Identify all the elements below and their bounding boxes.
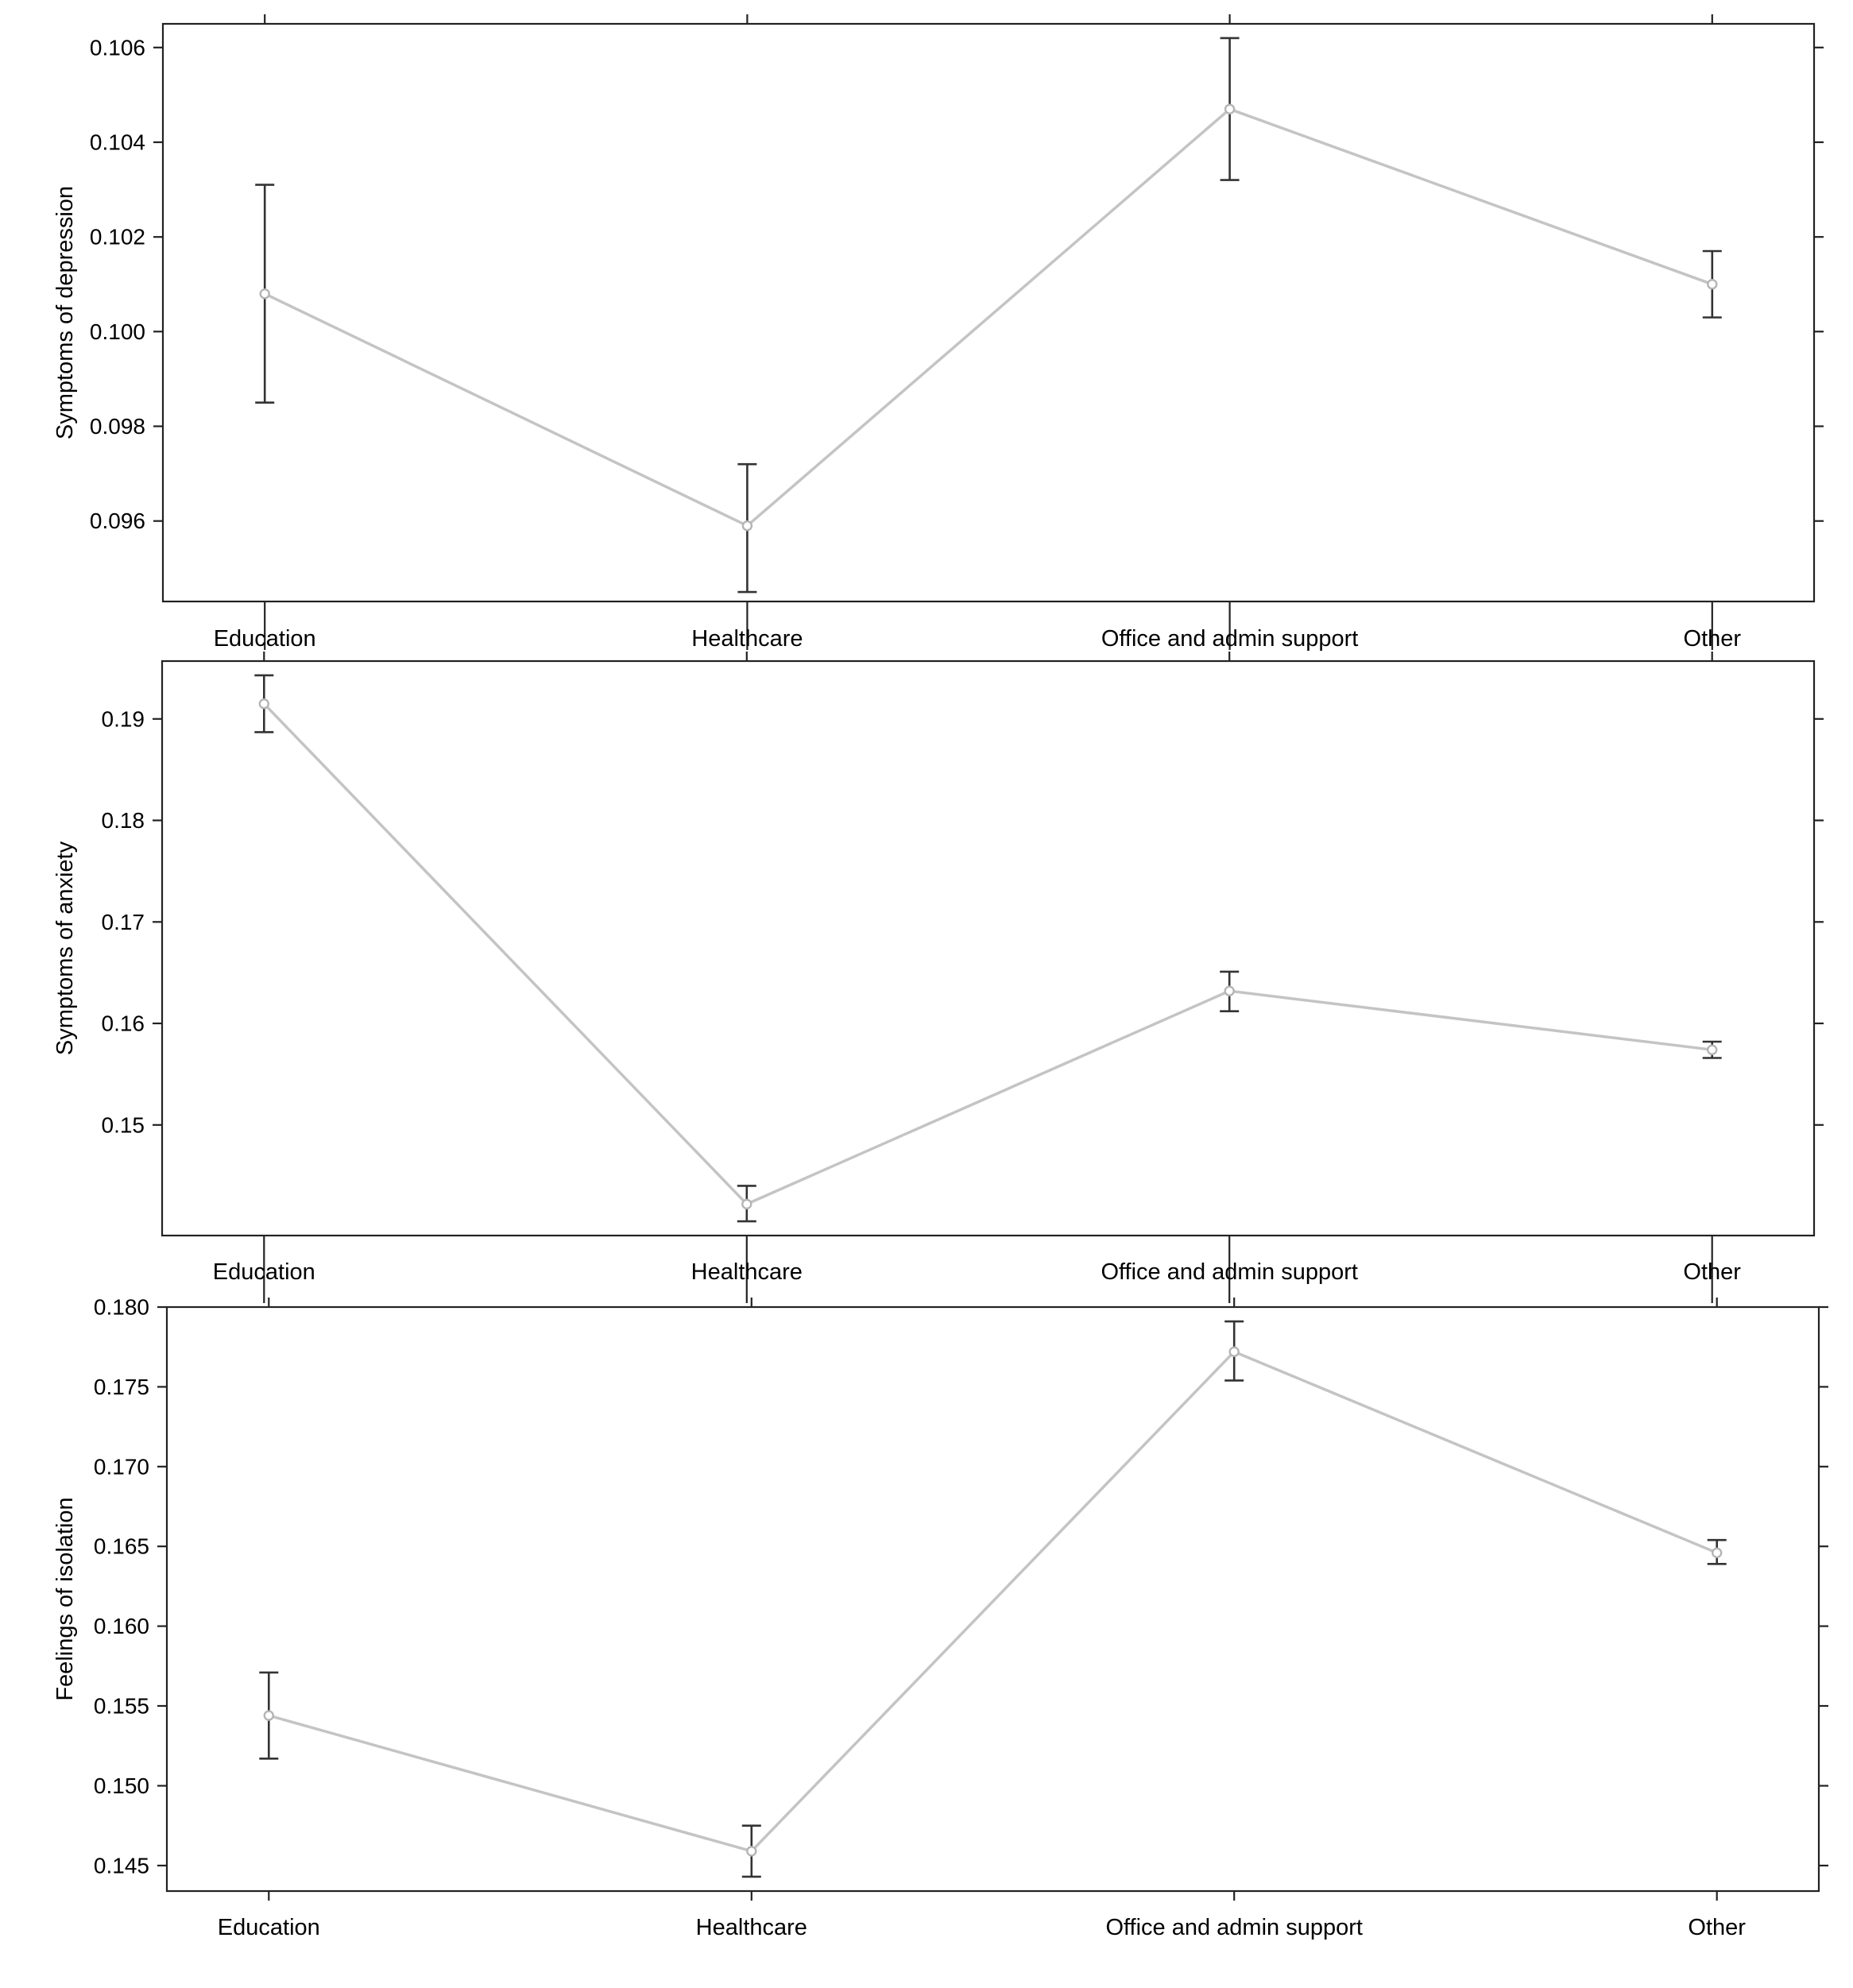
x-category-label-education: Education	[213, 1259, 315, 1285]
x-category-label-other: Other	[1683, 1259, 1741, 1285]
x-category-label-office-and-admin-support: Office and admin support	[1105, 1915, 1363, 1940]
data-point-office-and-admin-support	[1228, 1346, 1240, 1357]
y-tick-label: 0.150	[94, 1773, 149, 1798]
data-point-education	[263, 1710, 274, 1721]
y-tick-label: 0.160	[94, 1614, 149, 1638]
series-line	[264, 107, 1713, 528]
y-tick-label: 0.104	[90, 130, 145, 155]
data-point-healthcare	[746, 1846, 757, 1857]
y-tick-label: 0.15	[102, 1112, 145, 1137]
y-tick-label: 0.19	[102, 706, 145, 731]
data-point-other	[1706, 1044, 1718, 1055]
x-category-label-education: Education	[218, 1915, 320, 1940]
y-tick-label: 0.102	[90, 225, 145, 249]
x-category-label-office-and-admin-support: Office and admin support	[1101, 1259, 1358, 1285]
y-tick-label: 0.180	[94, 1295, 149, 1320]
series-line	[263, 702, 1712, 1206]
x-category-label-healthcare: Healthcare	[696, 1915, 807, 1940]
y-tick-label: 0.098	[90, 414, 145, 439]
series-line	[268, 1350, 1718, 1853]
data-point-other	[1711, 1547, 1723, 1559]
y-axis-title: Symptoms of anxiety	[52, 841, 78, 1055]
data-point-education	[258, 698, 269, 710]
x-category-label-other: Other	[1688, 1915, 1746, 1940]
panel-isolation: 0.145 0.150 0.155 0.160 0.165 0.170 0.175 0.180…	[52, 1295, 1828, 1940]
panel-depression: 0.096 0.098 0.100 0.102 0.104 0.106 Education H…	[52, 14, 1824, 652]
y-axis-title: Feelings of isolation	[52, 1497, 78, 1700]
plot-frame	[161, 659, 1816, 1237]
y-axis-title: Symptoms of depression	[52, 186, 78, 439]
y-tick-label: 0.18	[102, 808, 145, 833]
data-point-office-and-admin-support	[1224, 985, 1235, 996]
x-category-label-office-and-admin-support: Office and admin support	[1101, 626, 1359, 652]
y-tick-label: 0.145	[94, 1853, 149, 1878]
data-point-other	[1707, 279, 1718, 290]
y-tick-label: 0.165	[94, 1534, 149, 1559]
y-tick-label: 0.16	[102, 1011, 145, 1036]
y-tick-label: 0.106	[90, 35, 145, 60]
plot-frame	[161, 22, 1816, 603]
panel-anxiety: 0.15 0.16 0.17 0.18 0.19 Education Healthcare O…	[52, 652, 1824, 1303]
y-tick-label: 0.096	[90, 509, 145, 533]
data-point-education	[259, 288, 270, 300]
y-tick-label: 0.100	[90, 319, 145, 344]
plot-frame	[165, 1305, 1820, 1893]
data-point-healthcare	[741, 520, 753, 532]
y-tick-label: 0.155	[94, 1694, 149, 1719]
y-tick-label: 0.17	[102, 910, 145, 934]
x-category-label-healthcare: Healthcare	[691, 626, 803, 652]
x-category-label-other: Other	[1684, 626, 1742, 652]
y-tick-label: 0.170	[94, 1454, 149, 1479]
x-category-label-education: Education	[214, 626, 316, 652]
x-category-label-healthcare: Healthcare	[691, 1259, 803, 1285]
y-tick-label: 0.175	[94, 1375, 149, 1399]
data-point-healthcare	[741, 1198, 752, 1210]
data-point-office-and-admin-support	[1224, 103, 1236, 115]
